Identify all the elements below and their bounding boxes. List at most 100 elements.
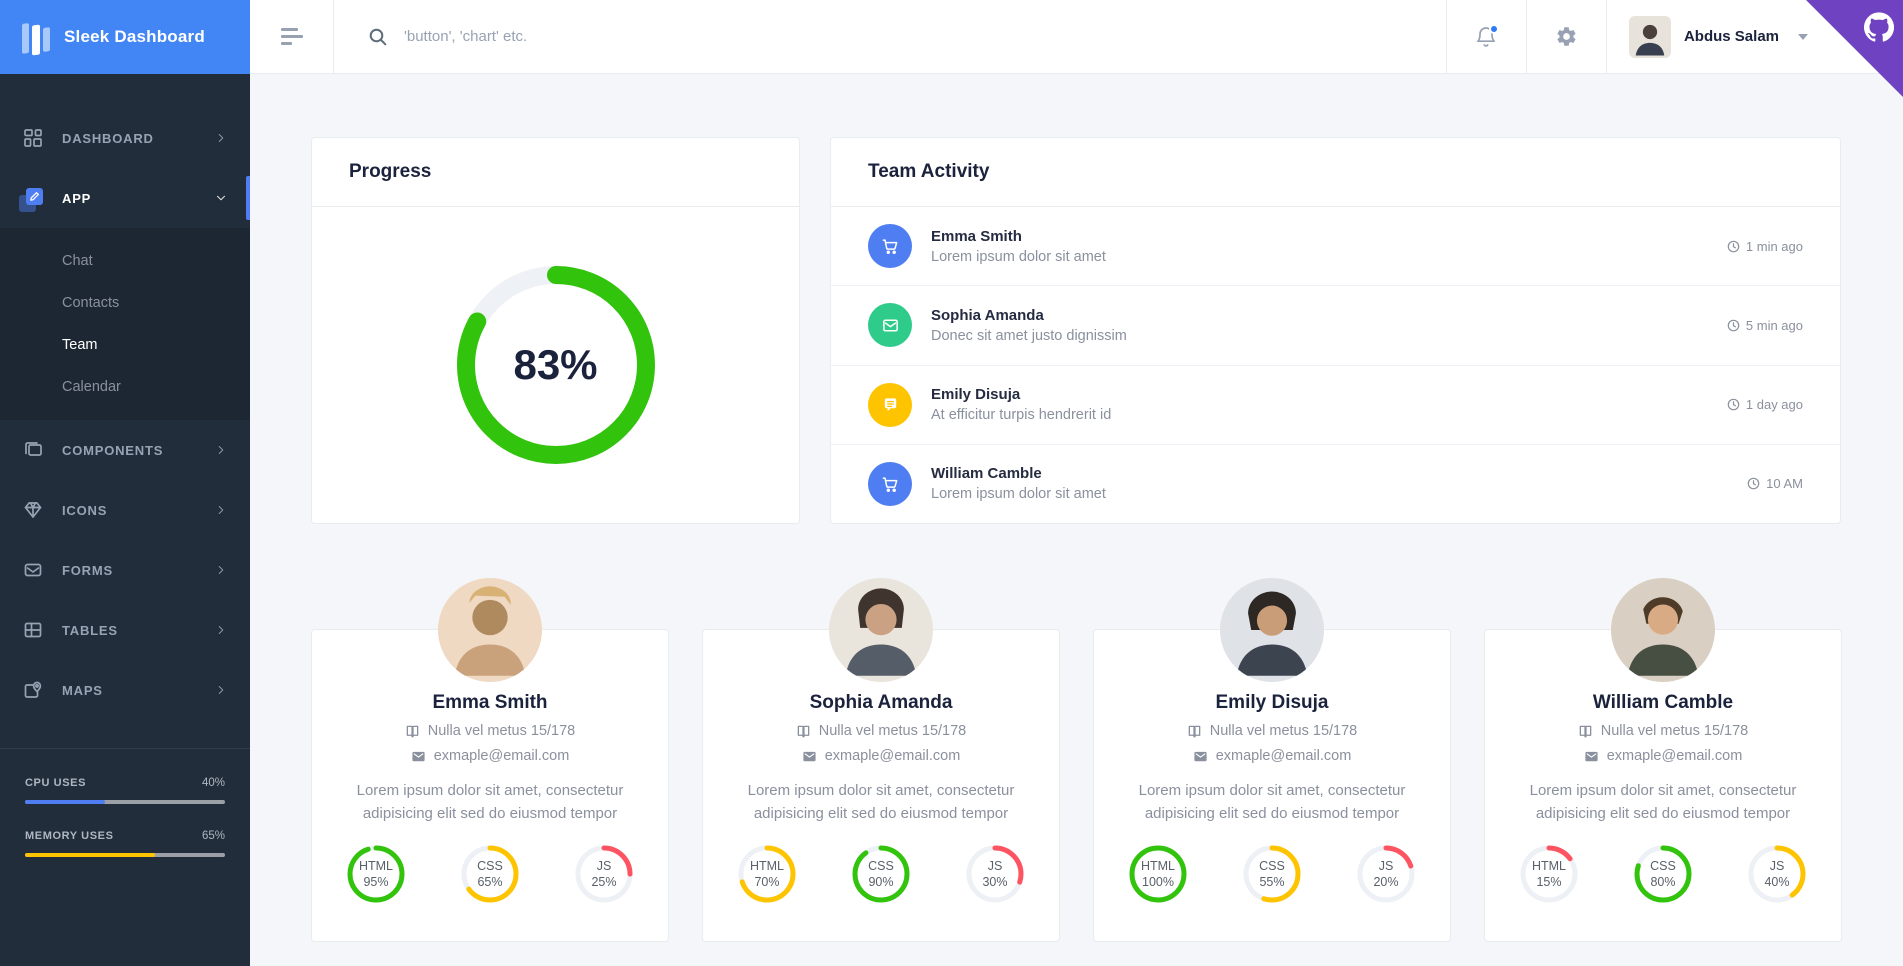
- map-pin-icon: [22, 679, 44, 701]
- caret-down-icon: [1798, 33, 1808, 40]
- skill-donut-js: JS 40%: [1748, 845, 1806, 903]
- envelope-icon: [1194, 751, 1207, 761]
- chevron-right-icon: [218, 626, 224, 634]
- member-name: Emma Smith: [432, 692, 548, 713]
- sidebar-item-label: ICONS: [62, 502, 108, 518]
- member-bio: Lorem ipsum dolor sit amet, consectetur …: [1138, 782, 1406, 822]
- cpu-usage-label: CPU USES: [25, 777, 87, 789]
- cpu-usage: CPU USES 40%: [25, 777, 225, 804]
- logo-icon: [22, 17, 50, 57]
- activity-user-name: William Camble: [931, 465, 1042, 483]
- sidebar-item-tables[interactable]: TABLES: [0, 600, 250, 660]
- activity-row: Emily Disuja At efficitur turpis hendrer…: [831, 366, 1840, 445]
- page-content: Progress 83% Team Activity: [250, 74, 1903, 966]
- progress-value: 83%: [513, 341, 598, 388]
- submenu-item-contacts[interactable]: Contacts: [62, 295, 120, 311]
- cart-icon: [868, 461, 912, 506]
- sidebar: Sleek Dashboard DASHBOARD APP: [0, 0, 250, 966]
- book-icon: [406, 725, 419, 737]
- app-title: Sleek Dashboard: [64, 27, 205, 46]
- chevron-right-icon: [218, 446, 224, 454]
- member-name: Sophia Amanda: [809, 692, 953, 713]
- member-card: Emma Smith Nulla vel metus 15/178 exmapl…: [311, 578, 669, 942]
- book-icon: [797, 725, 810, 737]
- member-skills: HTML 15% CSS 80% JS 40%: [1485, 845, 1841, 903]
- clock-icon: [1727, 398, 1740, 411]
- team-activity-title: Team Activity: [868, 161, 990, 182]
- submenu-item-chat[interactable]: Chat: [62, 253, 93, 269]
- activity-row: Sophia Amanda Donec sit amet justo digni…: [831, 286, 1840, 366]
- menu-icon: [280, 28, 303, 45]
- sidebar-item-components[interactable]: COMPONENTS: [0, 420, 250, 480]
- member-skills: HTML 100% CSS 55% JS 20%: [1094, 845, 1450, 903]
- sidebar-item-app[interactable]: APP: [0, 168, 250, 228]
- sidebar-toggle-button[interactable]: [250, 0, 334, 73]
- activity-time: 1 min ago: [1727, 239, 1803, 254]
- member-name: Emily Disuja: [1215, 692, 1329, 713]
- cart-icon: [868, 224, 912, 269]
- activity-time: 10 AM: [1747, 476, 1803, 491]
- app-submenu: Chat Contacts Team Calendar: [0, 228, 250, 420]
- memory-usage-bar: [25, 853, 225, 857]
- system-usage: CPU USES 40% MEMORY USES 65%: [0, 749, 250, 883]
- search-bar: [334, 0, 1446, 73]
- skill-donut-html: HTML 70%: [738, 845, 796, 903]
- team-activity-card: Team Activity Emma Smith Lorem ipsum dol…: [830, 137, 1841, 524]
- member-meta: Nulla vel metus 15/178: [1485, 723, 1841, 739]
- activity-list: Emma Smith Lorem ipsum dolor sit amet 1 …: [831, 207, 1840, 523]
- grid-icon: [22, 127, 44, 149]
- envelope-icon: [1585, 751, 1598, 761]
- activity-time: 5 min ago: [1727, 318, 1803, 333]
- mail-icon: [22, 559, 44, 581]
- notifications-button[interactable]: [1445, 0, 1526, 73]
- github-icon: [1864, 12, 1894, 42]
- sidebar-item-forms[interactable]: FORMS: [0, 540, 250, 600]
- sidebar-item-maps[interactable]: MAPS: [0, 660, 250, 720]
- sidebar-item-label: TABLES: [62, 622, 118, 638]
- submenu-item-team[interactable]: Team: [62, 337, 98, 353]
- search-input[interactable]: [404, 28, 1446, 45]
- member-meta: Nulla vel metus 15/178: [703, 723, 1059, 739]
- member-card: Sophia Amanda Nulla vel metus 15/178 exm…: [702, 578, 1060, 942]
- chevron-right-icon: [218, 506, 224, 514]
- search-icon: [369, 28, 387, 45]
- activity-user-name: Emma Smith: [931, 227, 1022, 245]
- clock-icon: [1727, 319, 1740, 332]
- copy-icon: [22, 439, 44, 461]
- member-skills: HTML 95% CSS 65% JS 25%: [312, 845, 668, 903]
- skill-donut-html: HTML 100%: [1129, 845, 1187, 903]
- member-email: exmaple@email.com: [1485, 748, 1841, 764]
- sidebar-item-label: FORMS: [62, 562, 113, 578]
- progress-card: Progress 83%: [311, 137, 800, 524]
- user-menu[interactable]: Abdus Salam: [1605, 0, 1903, 73]
- sidebar-item-label: APP: [62, 190, 92, 206]
- memory-usage-value: 65%: [201, 830, 225, 842]
- submenu-item-calendar[interactable]: Calendar: [62, 379, 121, 395]
- sidebar-item-icons[interactable]: ICONS: [0, 480, 250, 540]
- book-icon: [1188, 725, 1201, 737]
- cpu-usage-bar: [25, 800, 225, 804]
- book-icon: [1579, 725, 1592, 737]
- member-bio: Lorem ipsum dolor sit amet, consectetur …: [356, 782, 624, 822]
- user-avatar: [1628, 15, 1671, 58]
- sidebar-item-dashboard[interactable]: DASHBOARD: [0, 108, 250, 168]
- gear-icon: [1557, 27, 1576, 46]
- envelope-icon: [412, 751, 425, 761]
- member-meta: Nulla vel metus 15/178: [1094, 723, 1450, 739]
- envelope-icon: [803, 751, 816, 761]
- activity-row: Emma Smith Lorem ipsum dolor sit amet 1 …: [831, 207, 1840, 287]
- member-email: exmaple@email.com: [1094, 748, 1450, 764]
- bell-icon: [1477, 26, 1496, 47]
- message-icon: [868, 382, 912, 427]
- edit-icon: [19, 187, 44, 212]
- member-avatar: [438, 578, 542, 682]
- app-logo[interactable]: Sleek Dashboard: [0, 0, 250, 74]
- skill-donut-js: JS 25%: [575, 845, 633, 903]
- skill-donut-js: JS 30%: [966, 845, 1024, 903]
- member-bio: Lorem ipsum dolor sit amet, consectetur …: [747, 782, 1015, 822]
- skill-donut-html: HTML 15%: [1520, 845, 1578, 903]
- member-name: William Camble: [1592, 692, 1734, 713]
- github-corner-link[interactable]: [1806, 0, 1903, 98]
- settings-button[interactable]: [1525, 0, 1606, 73]
- memory-usage: MEMORY USES 65%: [25, 830, 225, 857]
